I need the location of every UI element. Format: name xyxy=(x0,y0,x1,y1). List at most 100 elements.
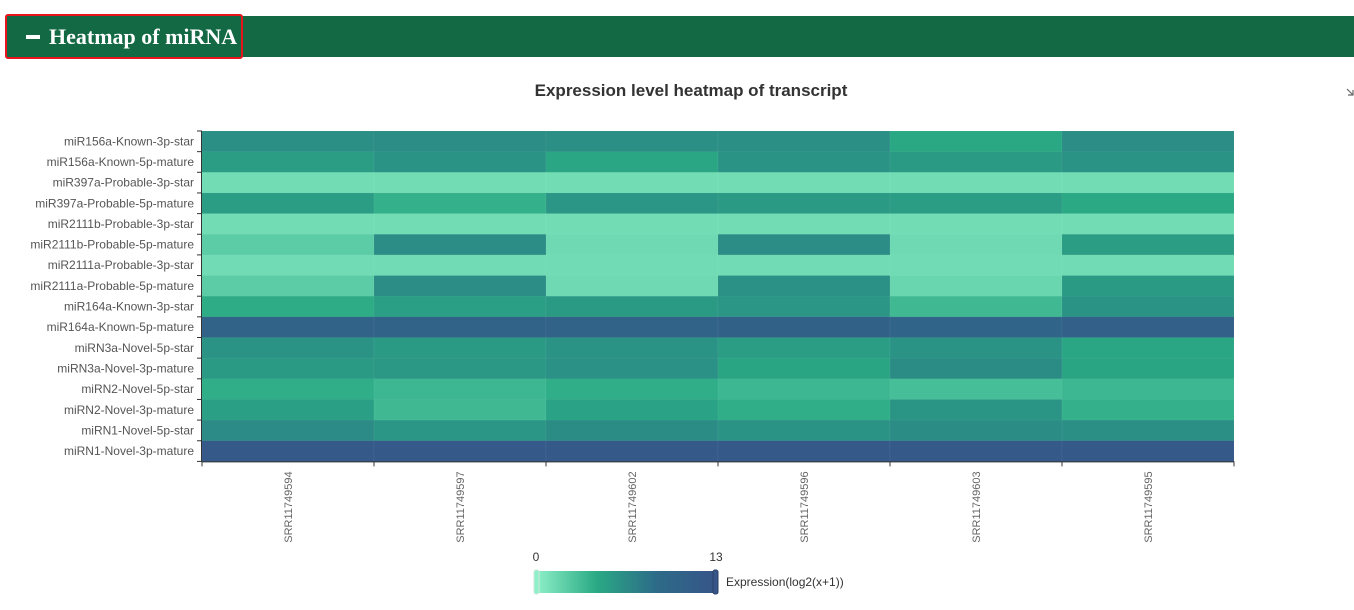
heatmap-cell[interactable] xyxy=(889,275,1063,297)
heatmap-cell[interactable] xyxy=(889,234,1063,256)
heatmap-cell[interactable] xyxy=(1061,151,1235,173)
heatmap-cell[interactable] xyxy=(717,213,891,235)
heatmap-cell[interactable] xyxy=(545,399,719,421)
heatmap-cell[interactable] xyxy=(545,378,719,401)
heatmap-cell[interactable] xyxy=(545,337,719,359)
heatmap-cell[interactable] xyxy=(717,254,891,277)
heatmap-cell[interactable] xyxy=(201,440,375,463)
heatmap-cell[interactable] xyxy=(717,172,891,194)
heatmap-cell[interactable] xyxy=(545,440,719,463)
heatmap-cell[interactable] xyxy=(201,172,375,194)
heatmap-cell[interactable] xyxy=(545,213,719,235)
heatmap-cell[interactable] xyxy=(201,357,375,380)
heatmap-cell[interactable] xyxy=(1061,440,1235,463)
heatmap-cell[interactable] xyxy=(373,337,547,359)
heatmap-cell[interactable] xyxy=(201,295,375,318)
section-toggle[interactable]: Heatmap of miRNA xyxy=(12,18,237,55)
heatmap-cell[interactable] xyxy=(373,399,547,421)
heatmap-cell[interactable] xyxy=(889,419,1063,442)
heatmap-cell[interactable] xyxy=(889,440,1063,463)
heatmap-cell[interactable] xyxy=(373,295,547,318)
heatmap-cell[interactable] xyxy=(373,234,547,256)
heatmap-cell[interactable] xyxy=(889,357,1063,380)
heatmap-cell[interactable] xyxy=(201,213,375,235)
heatmap-cell[interactable] xyxy=(889,295,1063,318)
heatmap-cell[interactable] xyxy=(717,337,891,359)
heatmap-cell[interactable] xyxy=(889,172,1063,194)
heatmap-cell[interactable] xyxy=(1061,213,1235,235)
heatmap-cell[interactable] xyxy=(1061,419,1235,442)
heatmap-cell[interactable] xyxy=(889,192,1063,215)
heatmap-cell[interactable] xyxy=(545,192,719,215)
heatmap-cell[interactable] xyxy=(889,130,1063,153)
heatmap-cell[interactable] xyxy=(717,399,891,421)
heatmap-cell[interactable] xyxy=(373,316,547,339)
heatmap-cell[interactable] xyxy=(1061,357,1235,380)
heatmap-cell[interactable] xyxy=(201,130,375,153)
legend-max-handle[interactable] xyxy=(712,569,719,595)
heatmap-cell[interactable] xyxy=(1061,234,1235,256)
heatmap-cell[interactable] xyxy=(1061,295,1235,318)
heatmap-cell[interactable] xyxy=(1061,172,1235,194)
heatmap-cell[interactable] xyxy=(201,399,375,421)
heatmap-cell[interactable] xyxy=(373,378,547,401)
heatmap-cell[interactable] xyxy=(201,254,375,277)
heatmap-cell[interactable] xyxy=(373,213,547,235)
heatmap-cell[interactable] xyxy=(373,130,547,153)
heatmap-cell[interactable] xyxy=(373,419,547,442)
heatmap-cell[interactable] xyxy=(545,295,719,318)
heatmap-cell[interactable] xyxy=(545,172,719,194)
heatmap-cell[interactable] xyxy=(1061,192,1235,215)
heatmap-cell[interactable] xyxy=(717,234,891,256)
heatmap-cell[interactable] xyxy=(545,151,719,173)
heatmap-cell[interactable] xyxy=(717,378,891,401)
heatmap-cell[interactable] xyxy=(717,275,891,297)
heatmap-cell[interactable] xyxy=(717,419,891,442)
heatmap-cell[interactable] xyxy=(889,316,1063,339)
heatmap-cell[interactable] xyxy=(201,275,375,297)
heatmap-cell[interactable] xyxy=(545,357,719,380)
heatmap-cell[interactable] xyxy=(373,192,547,215)
heatmap-cell[interactable] xyxy=(373,440,547,463)
heatmap-cell[interactable] xyxy=(889,151,1063,173)
heatmap-cell[interactable] xyxy=(717,130,891,153)
heatmap-cell[interactable] xyxy=(717,151,891,173)
heatmap-cell[interactable] xyxy=(201,378,375,401)
heatmap-cell[interactable] xyxy=(373,151,547,173)
heatmap-cell[interactable] xyxy=(1061,378,1235,401)
heatmap-cell[interactable] xyxy=(201,316,375,339)
heatmap-cell[interactable] xyxy=(889,378,1063,401)
heatmap-cell[interactable] xyxy=(201,151,375,173)
heatmap-cell[interactable] xyxy=(201,192,375,215)
heatmap-cell[interactable] xyxy=(201,234,375,256)
heatmap-cell[interactable] xyxy=(717,440,891,463)
heatmap-cell[interactable] xyxy=(201,419,375,442)
heatmap-cell[interactable] xyxy=(545,275,719,297)
heatmap-cell[interactable] xyxy=(889,399,1063,421)
heatmap-cell[interactable] xyxy=(373,357,547,380)
heatmap-cell[interactable] xyxy=(1061,254,1235,277)
heatmap-cell[interactable] xyxy=(545,130,719,153)
heatmap-cell[interactable] xyxy=(889,254,1063,277)
heatmap-cell[interactable] xyxy=(373,254,547,277)
heatmap-cell[interactable] xyxy=(1061,399,1235,421)
heatmap-cell[interactable] xyxy=(373,172,547,194)
heatmap-cell[interactable] xyxy=(717,295,891,318)
heatmap-cell[interactable] xyxy=(545,316,719,339)
heatmap-cell[interactable] xyxy=(373,275,547,297)
heatmap-cell[interactable] xyxy=(545,254,719,277)
legend-min-handle[interactable] xyxy=(533,569,540,595)
heatmap-cell[interactable] xyxy=(717,357,891,380)
heatmap-cell[interactable] xyxy=(889,213,1063,235)
heatmap-cell[interactable] xyxy=(1061,337,1235,359)
heatmap-cell[interactable] xyxy=(889,337,1063,359)
heatmap-cell[interactable] xyxy=(545,419,719,442)
heatmap-cell[interactable] xyxy=(545,234,719,256)
heatmap-cell[interactable] xyxy=(201,337,375,359)
restore-icon[interactable] xyxy=(1346,86,1354,98)
heatmap-cell[interactable] xyxy=(1061,130,1235,153)
heatmap-cell[interactable] xyxy=(717,192,891,215)
heatmap-cell[interactable] xyxy=(1061,275,1235,297)
heatmap-cell[interactable] xyxy=(1061,316,1235,339)
heatmap-cell[interactable] xyxy=(717,316,891,339)
